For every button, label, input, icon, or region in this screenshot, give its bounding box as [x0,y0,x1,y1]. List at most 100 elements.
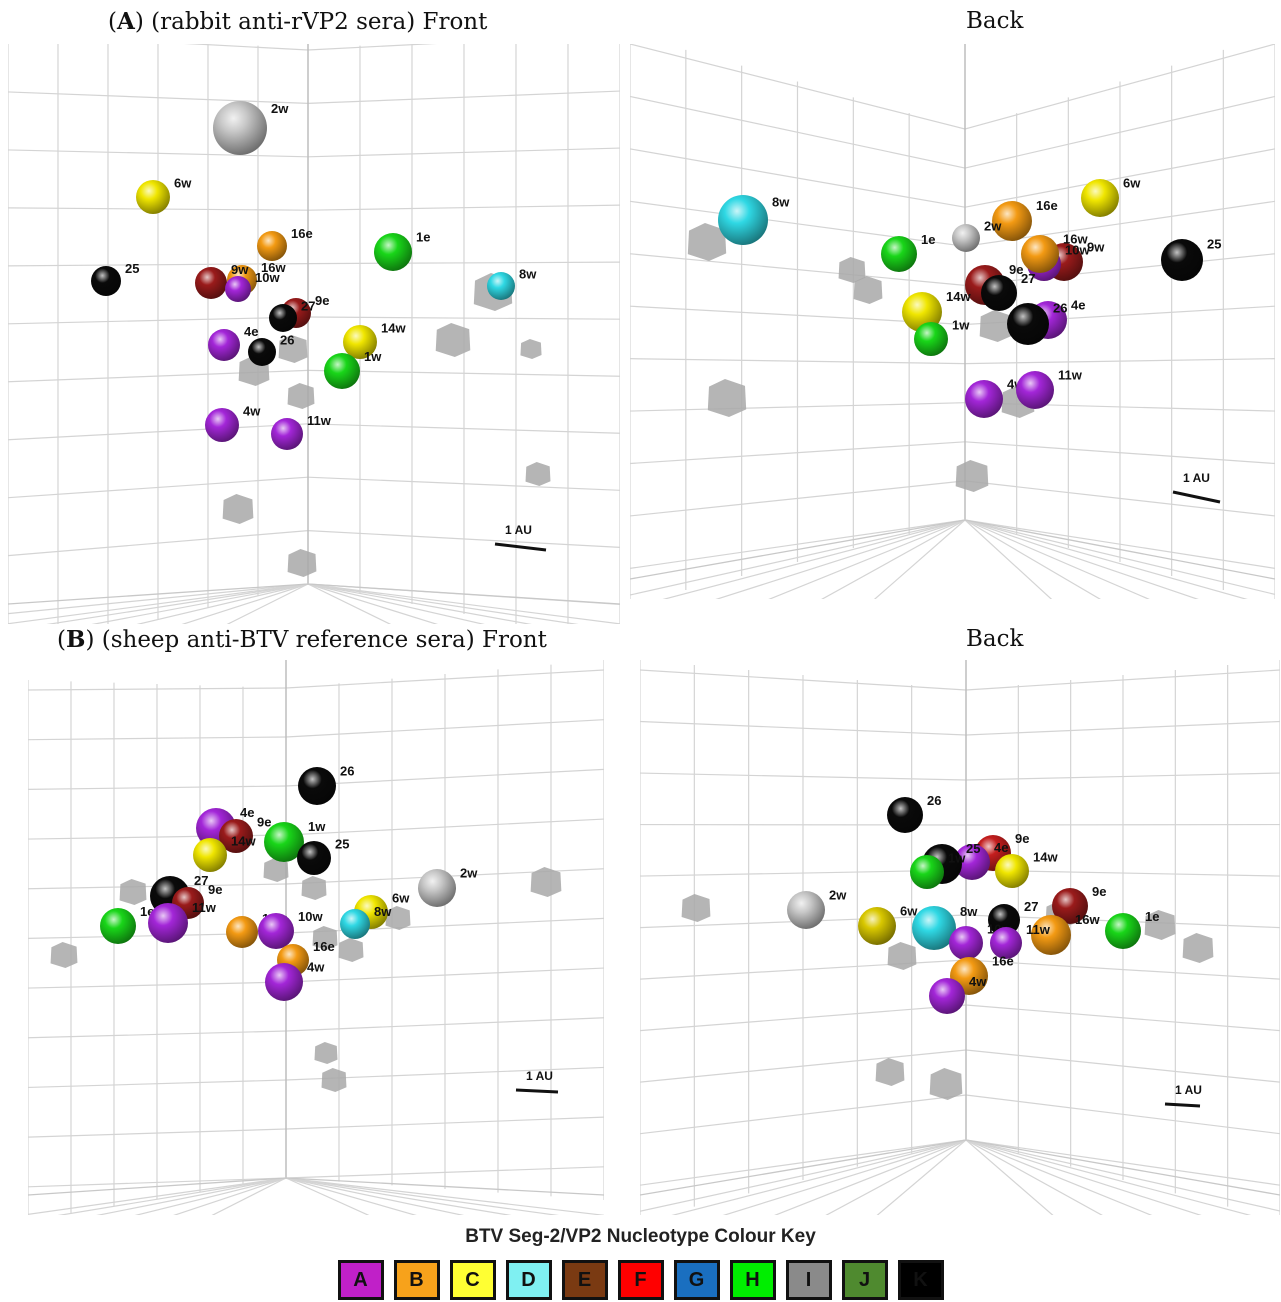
point-label-9e: 9e [315,293,329,308]
point-label-11w: 11w [1026,922,1051,937]
point-9e [1052,888,1088,924]
scale-bar-line [515,1088,559,1094]
point-label-4e: 4e [994,840,1008,855]
point-label-1w: 1w [364,349,382,364]
panel-b-front-title-text: (sheep anti-BTV reference sera) Front [101,627,547,653]
grid-line [307,583,485,624]
point-label-9e: 9e [1015,831,1029,846]
grid-line [8,423,309,441]
grid-line [965,1094,1280,1135]
grid-line [965,1049,1280,1083]
grey-marker [530,867,562,897]
point-14w [193,838,227,872]
grid-line [640,720,967,736]
scale-bar: 1 AU [1172,471,1221,504]
point-1e [374,233,412,271]
point-label-26: 26 [1053,300,1067,315]
point-label-8w: 8w [519,266,537,281]
grid-line [8,530,309,557]
grid-line [876,1139,967,1215]
point-label-2w: 2w [460,866,478,881]
point-label-14w: 14w [381,321,406,336]
grid-line [285,1177,560,1215]
point-26 [887,797,923,833]
point-label-26: 26 [927,793,941,808]
key-swatch-i: I [785,1260,832,1300]
point-1w [914,322,948,356]
grid [8,44,620,624]
scale-bar-label: 1 AU [505,523,532,537]
point-label-8w: 8w [772,194,790,209]
grid-line [307,44,437,51]
grid-line [91,583,309,624]
point-14w [343,325,377,359]
point-4e [954,844,990,880]
point-label-25: 25 [1207,236,1221,251]
point-2w [418,869,456,907]
point-2w [213,101,267,155]
grid-line [630,200,966,247]
grey-marker [321,1068,347,1092]
grid-line [630,44,966,130]
floor-edge [964,519,1275,580]
grid-line [96,1177,287,1215]
key-swatch-b: B [393,1260,440,1300]
point-label-27: 27 [301,298,315,313]
point-label-16w: 16w [1075,912,1100,927]
point-label-6w: 6w [1123,176,1141,191]
point-26 [1007,303,1049,345]
point-label-10w: 10w [298,909,323,924]
point-14w [995,854,1029,888]
grid-line [181,583,309,624]
grey-marker [287,549,317,577]
grey-marker [314,1042,338,1064]
grid-line [8,583,309,624]
point-1w [910,855,944,889]
grid-line [184,44,309,51]
grey-marker [929,1068,963,1100]
point-label-4w: 4w [243,404,261,419]
key-swatch-j: J [841,1260,888,1300]
point-label-1w: 1w [308,819,326,834]
grid-line [671,1139,967,1215]
point-16e [992,201,1032,241]
grid-line [8,476,309,499]
point-16e [257,231,287,261]
point-25 [91,266,121,296]
point-9e [219,819,253,853]
grey-marker [435,323,471,357]
grey-marker [979,310,1013,342]
point-label-1w: 1w [948,851,966,866]
grid-line [285,768,604,787]
point-label-1e: 1e [416,230,430,245]
grid-line [285,1017,604,1032]
panel-a-front-title-text: (rabbit anti-rVP2 sera) Front [151,9,488,35]
point-label-14w: 14w [231,834,256,849]
grey-marker [287,383,315,409]
grid-line [307,583,579,624]
point-11w [148,903,188,943]
point-8w [487,272,515,300]
grey-marker [838,257,866,283]
grid [630,44,1275,599]
grid-line [965,1139,1153,1215]
grid-line [965,1139,1280,1186]
point-label-11w: 11w [307,413,332,428]
point-6w [136,180,170,214]
grid-line [630,402,966,412]
grey-marker [955,460,989,492]
floor-edge [8,583,309,605]
grid-line [28,1177,287,1188]
scale-bar-label: 1 AU [1175,1083,1202,1097]
grid-line [8,91,309,104]
grid-line [307,530,620,548]
grid-line [640,1094,967,1135]
point-2w [787,891,825,929]
point-1e [881,236,917,272]
grid-line [965,720,1280,736]
floor-edge [640,1139,967,1196]
grey-marker [681,894,711,922]
point-11w [990,927,1022,959]
grid-line [965,772,1280,781]
